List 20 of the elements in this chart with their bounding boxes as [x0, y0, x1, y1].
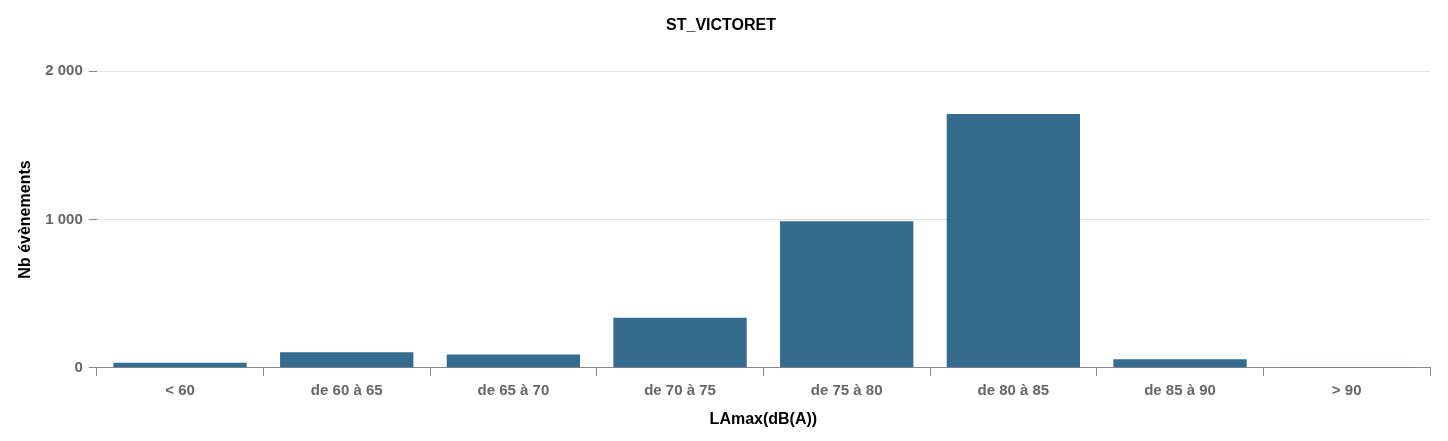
x-tick-label: de 85 à 90	[1144, 380, 1216, 398]
x-tick-label: > 90	[1331, 380, 1362, 398]
bar	[280, 352, 414, 368]
x-axis-title: LAmax(dB(A))	[709, 409, 818, 427]
bar	[780, 221, 914, 368]
x-tick-label: de 65 à 70	[477, 380, 550, 398]
y-tick-label: 0	[74, 357, 83, 375]
x-tick-label: < 60	[165, 380, 195, 398]
y-axis-title: Nb évènements	[16, 160, 34, 279]
x-tick-label: de 80 à 85	[977, 380, 1050, 398]
x-tick-label: de 70 à 75	[644, 380, 716, 398]
chart-title: ST_VICTORET	[666, 16, 777, 34]
bar	[1113, 359, 1247, 368]
y-tick-label: 2 000	[45, 61, 83, 79]
bar	[446, 354, 581, 368]
bar	[946, 113, 1081, 368]
bar	[613, 317, 747, 368]
x-tick-label: de 75 à 80	[810, 380, 883, 398]
y-tick-label: 1 000	[45, 209, 83, 227]
x-tick-label: de 60 à 65	[310, 380, 383, 398]
